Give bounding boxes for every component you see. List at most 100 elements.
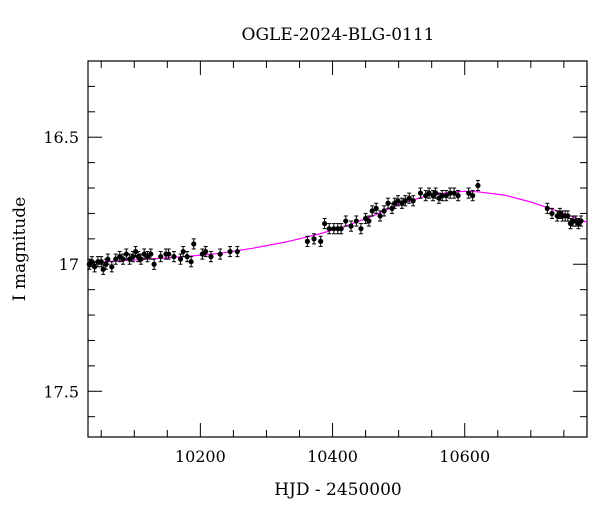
data-marker <box>191 241 197 247</box>
data-point <box>100 263 106 275</box>
data-point <box>304 235 311 247</box>
data-point <box>389 202 395 214</box>
data-marker <box>426 190 432 196</box>
data-point <box>417 187 424 199</box>
data-marker <box>578 218 584 224</box>
data-marker <box>381 208 387 214</box>
data-point <box>89 256 95 268</box>
data-point <box>130 251 136 263</box>
data-point <box>326 223 332 235</box>
chart-title: OGLE-2024-BLG-0111 <box>242 25 435 45</box>
data-point <box>348 220 354 232</box>
data-point <box>549 207 555 220</box>
data-marker <box>151 261 157 267</box>
data-marker <box>348 223 354 229</box>
axis-tick-labels: 10200 10400 10600 16.5 17 17.5 <box>43 128 490 466</box>
data-point <box>475 179 481 192</box>
data-point <box>426 187 432 199</box>
data-marker <box>177 256 184 262</box>
data-point <box>443 190 449 202</box>
data-point <box>447 187 453 199</box>
data-point <box>353 215 359 227</box>
data-marker <box>406 195 412 201</box>
data-point <box>544 202 550 214</box>
plot-frame <box>87 60 588 438</box>
data-point <box>311 233 317 245</box>
x-tick-label: 10600 <box>439 447 490 466</box>
data-point <box>158 251 164 263</box>
data-point <box>451 187 457 199</box>
data-marker <box>208 254 214 260</box>
data-point <box>184 251 190 263</box>
data-point <box>557 207 563 220</box>
data-marker <box>466 190 472 196</box>
data-point <box>171 251 177 263</box>
data-point <box>166 248 172 260</box>
x-tick-label: 10400 <box>307 447 358 466</box>
data-marker <box>402 198 408 204</box>
data-marker <box>373 205 379 211</box>
data-point <box>188 256 194 268</box>
data-marker <box>343 218 349 224</box>
data-marker <box>470 193 476 199</box>
data-point <box>410 195 416 207</box>
data-marker <box>366 218 372 224</box>
data-marker <box>455 193 461 199</box>
data-point <box>423 190 429 202</box>
data-point <box>318 235 324 247</box>
x-tick-label: 10200 <box>175 447 226 466</box>
data-point <box>177 253 184 265</box>
data-marker <box>234 248 240 255</box>
data-marker <box>544 205 550 211</box>
y-tick-label: 17 <box>59 255 79 274</box>
data-point <box>331 223 337 235</box>
data-marker <box>331 226 337 232</box>
data-marker <box>385 200 391 206</box>
data-marker <box>549 210 555 217</box>
data-point <box>466 187 472 199</box>
data-marker <box>113 256 119 262</box>
data-marker <box>180 248 186 255</box>
data-marker <box>565 213 571 219</box>
data-marker <box>98 259 104 265</box>
data-point <box>381 205 387 217</box>
data-marker <box>227 248 233 255</box>
data-marker <box>109 264 115 270</box>
data-point <box>470 190 476 202</box>
data-point <box>369 205 375 217</box>
data-marker <box>377 213 383 219</box>
data-marker <box>369 208 375 214</box>
data-point <box>180 245 186 258</box>
data-point <box>203 245 209 258</box>
data-marker <box>353 218 359 224</box>
data-point <box>217 248 223 260</box>
data-point <box>565 210 571 222</box>
data-point <box>109 261 115 273</box>
data-point <box>132 245 139 258</box>
data-marker <box>451 190 457 196</box>
data-point <box>322 218 328 230</box>
y-axis-label: I magnitude <box>10 197 30 301</box>
data-marker <box>338 226 344 232</box>
x-axis-label: HJD - 2450000 <box>274 480 402 500</box>
data-marker <box>132 248 139 255</box>
data-point <box>138 253 144 265</box>
data-marker <box>318 238 324 244</box>
axis-ticks <box>88 60 587 437</box>
data-point <box>358 223 364 235</box>
data-point <box>98 256 104 268</box>
data-marker <box>433 190 439 196</box>
data-marker <box>158 254 164 260</box>
data-marker <box>188 259 194 265</box>
data-marker <box>358 226 364 232</box>
data-point <box>439 190 445 202</box>
data-point <box>151 258 157 270</box>
data-point <box>208 251 214 263</box>
data-point <box>113 253 119 265</box>
data-marker <box>166 251 172 257</box>
data-marker <box>395 198 401 204</box>
data-marker <box>171 254 177 260</box>
data-point <box>343 215 349 227</box>
data-marker <box>130 254 136 260</box>
data-marker <box>89 259 95 265</box>
